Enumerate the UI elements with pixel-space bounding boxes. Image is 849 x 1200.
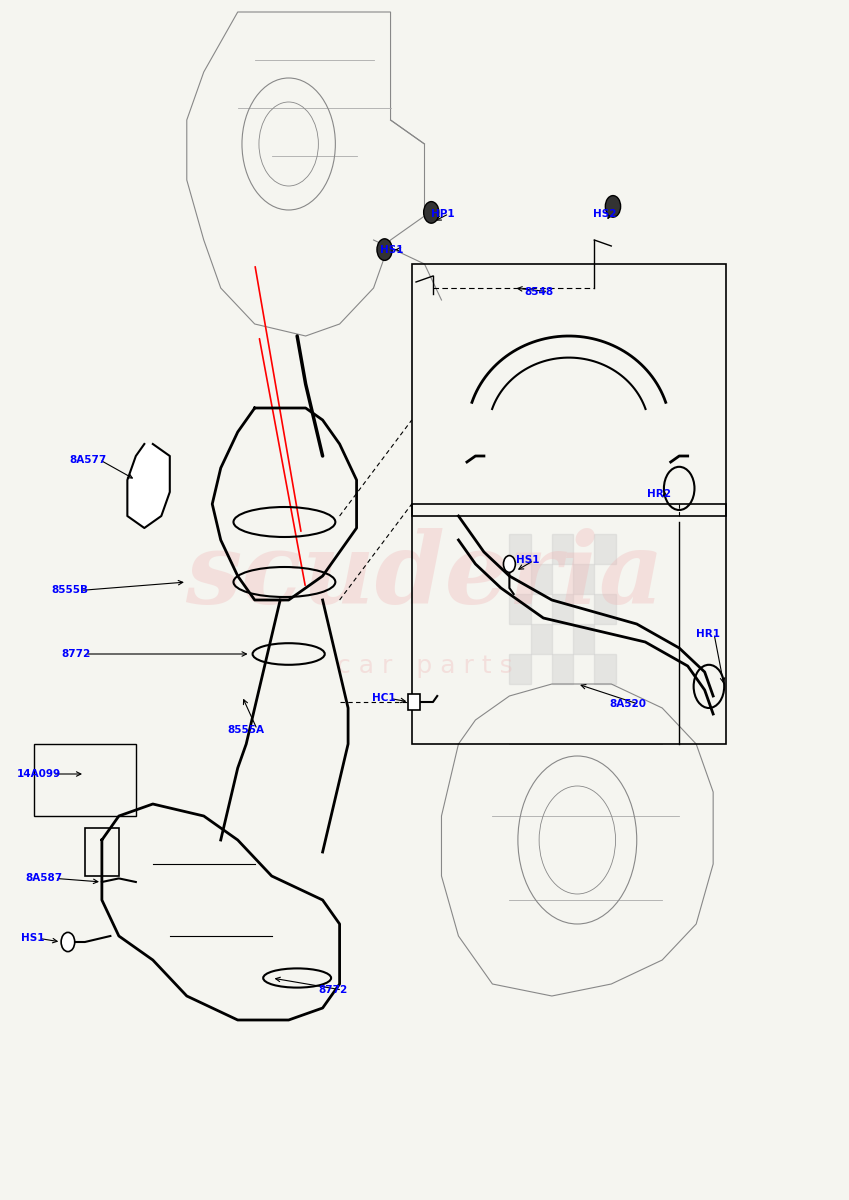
Text: HP1: HP1 (431, 209, 455, 218)
Polygon shape (127, 444, 170, 528)
Bar (34, 744, 136, 816)
Bar (573, 564, 594, 594)
Text: 8548: 8548 (525, 287, 554, 296)
Text: 8772: 8772 (318, 985, 347, 995)
Text: HS1: HS1 (21, 934, 45, 943)
Bar (509, 534, 531, 564)
Bar (408, 694, 420, 710)
Bar (531, 564, 552, 594)
Bar (552, 654, 573, 684)
Text: HS1: HS1 (380, 245, 404, 254)
Bar (509, 654, 531, 684)
Text: HS1: HS1 (516, 556, 540, 565)
Bar (552, 594, 573, 624)
Circle shape (424, 202, 439, 223)
Text: scuderia: scuderia (185, 528, 664, 624)
Bar (412, 504, 726, 744)
Circle shape (377, 239, 392, 260)
Text: 8A520: 8A520 (610, 700, 647, 709)
Text: HR2: HR2 (647, 490, 671, 499)
Text: 8555B: 8555B (51, 586, 88, 595)
Bar (531, 624, 552, 654)
Circle shape (605, 196, 621, 217)
Text: 8555A: 8555A (228, 725, 265, 734)
Bar (594, 654, 616, 684)
Bar (552, 534, 573, 564)
Text: HR1: HR1 (696, 629, 720, 638)
Circle shape (503, 556, 515, 572)
Text: 8A587: 8A587 (25, 874, 63, 883)
Bar (509, 594, 531, 624)
Bar (594, 594, 616, 624)
Circle shape (61, 932, 75, 952)
Text: HC1: HC1 (372, 694, 396, 703)
Bar (573, 624, 594, 654)
Bar (85, 828, 119, 876)
Text: 8772: 8772 (61, 649, 90, 659)
Text: HS2: HS2 (593, 209, 616, 218)
Text: 8A577: 8A577 (70, 455, 107, 464)
Bar (594, 534, 616, 564)
Text: 14A099: 14A099 (17, 769, 61, 779)
Bar (412, 264, 726, 516)
Text: c a r   p a r t s: c a r p a r t s (336, 654, 513, 678)
